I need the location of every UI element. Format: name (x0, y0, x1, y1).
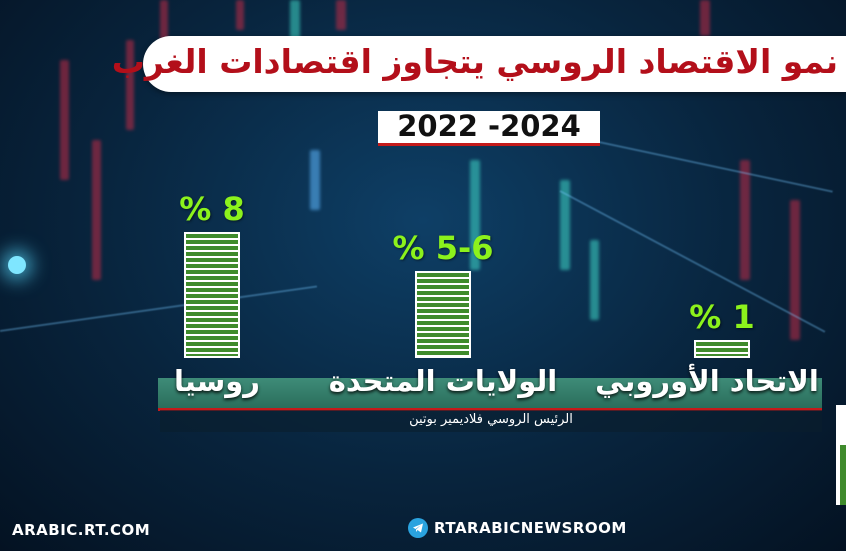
value-label: % 8 (179, 190, 245, 228)
page-title: نمو الاقتصاد الروسي يتجاوز اقتصادات الغر… (111, 42, 839, 81)
period-badge: 2022 -2024 (378, 109, 600, 146)
value-label: % 1 (689, 298, 755, 336)
telegram-icon (408, 518, 428, 538)
category-strip (158, 378, 822, 411)
bar-eu (694, 340, 750, 358)
caption-text: الرئيس الروسي فلاديمير بوتين (409, 412, 573, 427)
bar-russia (184, 232, 240, 358)
caption-strip: الرئيس الروسي فلاديمير بوتين (160, 410, 822, 432)
category-label-russia: روسيا (174, 364, 260, 398)
brand-telegram: RTARABICNEWSROOM (408, 518, 627, 538)
value-label: % 5-6 (392, 229, 494, 267)
category-label-usa: الولايات المتحدة (328, 364, 558, 398)
brand-handle: RTARABICNEWSROOM (434, 519, 627, 537)
period-text: 2022 -2024 (397, 109, 581, 143)
title-banner: نمو الاقتصاد الروسي يتجاوز اقتصادات الغر… (112, 36, 846, 92)
edge-panel-accent (840, 445, 846, 505)
brand-website: ARABIC.RT.COM (12, 521, 151, 539)
bar-usa (415, 271, 471, 358)
category-label-eu: الاتحاد الأوروبي (595, 364, 819, 398)
